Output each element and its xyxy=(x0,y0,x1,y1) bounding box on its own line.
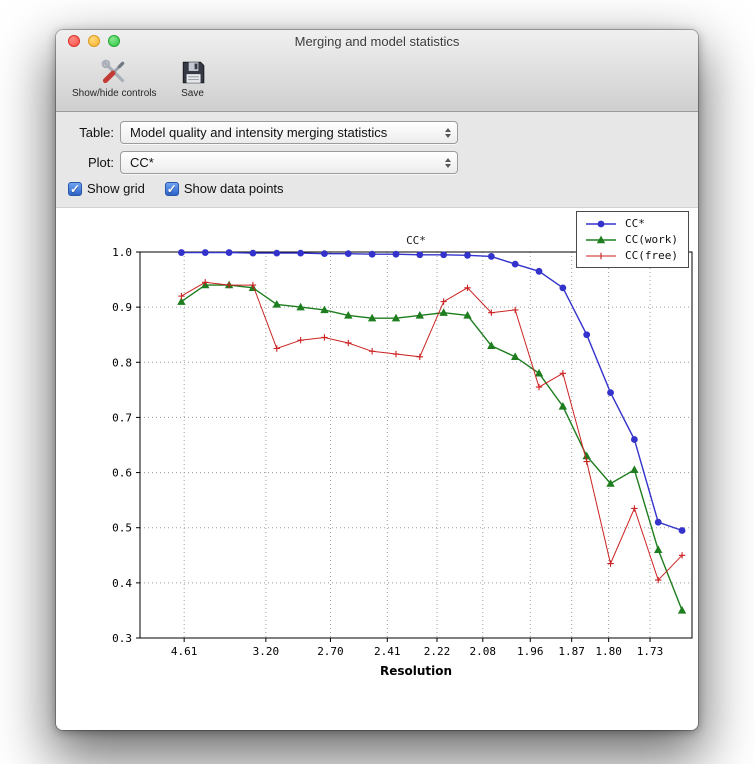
svg-text:0.6: 0.6 xyxy=(112,467,132,480)
legend-marker-icon xyxy=(586,235,617,243)
show-hide-controls-button[interactable]: Show/hide controls xyxy=(66,56,163,101)
controls-panel: Table: Model quality and intensity mergi… xyxy=(56,112,698,208)
show-data-points-label: Show data points xyxy=(183,181,284,196)
plot-select[interactable]: CC* xyxy=(120,151,458,174)
svg-text:1.87: 1.87 xyxy=(558,645,585,658)
legend-marker-icon xyxy=(586,252,617,259)
svg-text:0.7: 0.7 xyxy=(112,411,132,424)
series-CC(work) xyxy=(177,280,687,614)
checkbox-row: ✓ Show grid ✓ Show data points xyxy=(56,181,698,196)
svg-text:1.0: 1.0 xyxy=(112,246,132,259)
table-label: Table: xyxy=(79,125,114,140)
save-icon xyxy=(179,58,207,86)
svg-text:0.5: 0.5 xyxy=(112,522,132,535)
save-button[interactable]: Save xyxy=(173,56,213,101)
show-grid-label: Show grid xyxy=(87,181,145,196)
traffic-lights xyxy=(68,35,120,47)
table-row: Table: Model quality and intensity mergi… xyxy=(56,121,698,144)
legend-marker-icon xyxy=(586,220,617,227)
svg-text:1.80: 1.80 xyxy=(595,645,622,658)
plot-row: Plot: CC* xyxy=(56,151,698,174)
window-title: Merging and model statistics xyxy=(294,34,460,49)
table-select-value: Model quality and intensity merging stat… xyxy=(130,125,388,140)
chart-legend: CC* CC(work) CC(free) xyxy=(576,211,689,268)
svg-text:1.73: 1.73 xyxy=(637,645,664,658)
legend-label: CC* xyxy=(625,217,645,230)
svg-text:CC*: CC* xyxy=(406,234,426,247)
svg-text:4.61: 4.61 xyxy=(171,645,198,658)
series-CC* xyxy=(178,249,686,534)
legend-item: CC(free) xyxy=(584,249,678,262)
plot-select-value: CC* xyxy=(130,155,154,170)
show-data-points-checkbox[interactable]: ✓ Show data points xyxy=(164,181,284,196)
checkmark-icon: ✓ xyxy=(164,181,179,196)
tools-icon xyxy=(100,58,128,86)
window-header: Merging and model statistics Show/hide c… xyxy=(56,30,698,112)
legend-label: CC(free) xyxy=(625,249,678,262)
legend-label: CC(work) xyxy=(625,233,678,246)
chart-area: CC* CC(work) CC(free) 4.61 3.20 2.70 2.41 2.22… xyxy=(56,208,698,730)
svg-text:0.4: 0.4 xyxy=(112,577,132,590)
svg-text:2.08: 2.08 xyxy=(470,645,497,658)
checkmark-icon: ✓ xyxy=(68,181,82,196)
svg-text:0.3: 0.3 xyxy=(112,632,132,645)
legend-item: CC* xyxy=(584,217,678,230)
save-label: Save xyxy=(181,88,204,99)
series-CC(free) xyxy=(178,279,686,584)
app-window: Merging and model statistics Show/hide c… xyxy=(56,30,698,730)
show-grid-checkbox[interactable]: ✓ Show grid xyxy=(68,181,145,196)
table-select[interactable]: Model quality and intensity merging stat… xyxy=(120,121,458,144)
popup-arrows-icon xyxy=(445,157,451,168)
svg-text:1.96: 1.96 xyxy=(517,645,544,658)
svg-text:0.9: 0.9 xyxy=(112,301,132,314)
legend-item: CC(work) xyxy=(584,233,678,246)
plot-label: Plot: xyxy=(87,155,114,170)
svg-text:Resolution: Resolution xyxy=(380,664,452,678)
svg-text:3.20: 3.20 xyxy=(253,645,280,658)
svg-text:0.8: 0.8 xyxy=(112,356,132,369)
chart: 4.61 3.20 2.70 2.41 2.22 2.08 1.96 1.87 1.80 1.73… xyxy=(112,234,693,678)
titlebar: Merging and model statistics xyxy=(56,30,698,53)
svg-text:2.41: 2.41 xyxy=(374,645,401,658)
zoom-button[interactable] xyxy=(108,35,120,47)
close-button[interactable] xyxy=(68,35,80,47)
show-hide-controls-label: Show/hide controls xyxy=(72,88,157,99)
minimize-button[interactable] xyxy=(88,35,100,47)
svg-text:2.70: 2.70 xyxy=(317,645,344,658)
toolbar: Show/hide controls Save xyxy=(56,53,698,111)
svg-text:2.22: 2.22 xyxy=(424,645,451,658)
popup-arrows-icon xyxy=(445,127,451,138)
